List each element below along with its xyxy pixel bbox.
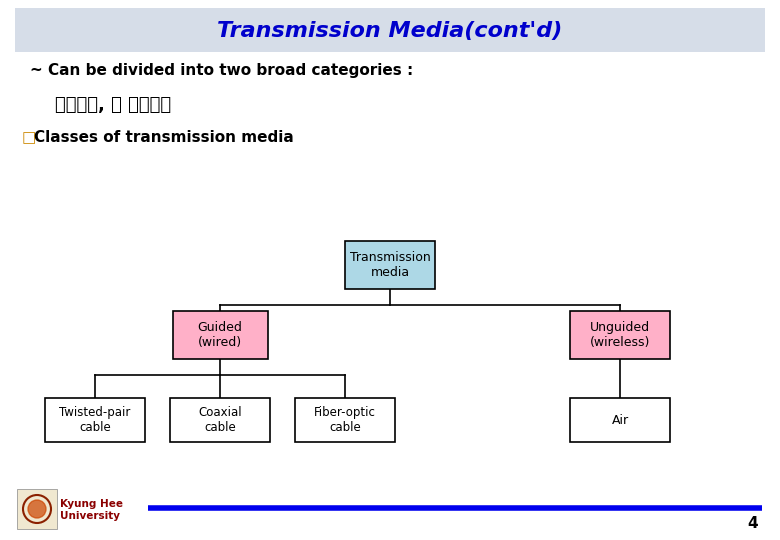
Text: ~ Can be divided into two broad categories :: ~ Can be divided into two broad categori… xyxy=(30,63,413,78)
Bar xyxy=(345,241,435,289)
Text: Guided
(wired): Guided (wired) xyxy=(197,321,243,349)
Text: University: University xyxy=(60,511,120,521)
Text: Kyung Hee: Kyung Hee xyxy=(60,499,123,509)
Circle shape xyxy=(28,500,46,518)
Text: Coaxial
cable: Coaxial cable xyxy=(198,406,242,434)
Text: Fiber-optic
cable: Fiber-optic cable xyxy=(314,406,376,434)
Bar xyxy=(295,398,395,442)
FancyBboxPatch shape xyxy=(17,489,57,529)
Text: Transmission Media(cont'd): Transmission Media(cont'd) xyxy=(218,21,562,41)
Text: Air: Air xyxy=(612,414,629,427)
Text: Transmission
media: Transmission media xyxy=(349,251,431,279)
Text: □: □ xyxy=(22,131,37,145)
Bar xyxy=(172,311,268,359)
Text: 4: 4 xyxy=(747,516,758,531)
Bar xyxy=(570,311,670,359)
Text: Twisted-pair
cable: Twisted-pair cable xyxy=(59,406,131,434)
Bar xyxy=(15,8,765,52)
Bar xyxy=(170,398,270,442)
Bar xyxy=(45,398,145,442)
Text: Classes of transmission media: Classes of transmission media xyxy=(34,131,294,145)
Bar xyxy=(570,398,670,442)
Text: 유도매체, 비 유도매체: 유도매체, 비 유도매체 xyxy=(55,96,171,114)
Text: Unguided
(wireless): Unguided (wireless) xyxy=(590,321,651,349)
